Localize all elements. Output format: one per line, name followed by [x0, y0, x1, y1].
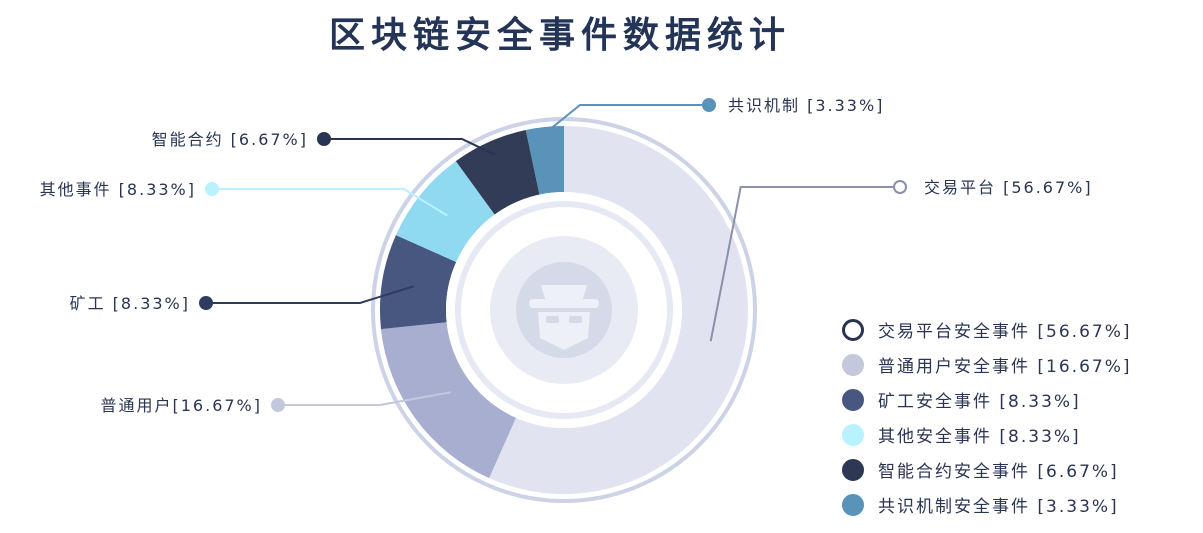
legend-item-6: 共识机制安全事件 [3.33%] [842, 487, 1197, 522]
legend-item-3: 矿工安全事件 [8.33%] [842, 382, 1197, 417]
chart-title: 区块链安全事件数据统计 [328, 15, 791, 56]
legend-item-4: 其他安全事件 [8.33%] [842, 417, 1197, 452]
legend: 交易平台安全事件 [56.67%] 普通用户安全事件 [16.67%] 矿工安全事件… [842, 312, 1197, 522]
legend-label: 其他安全事件 [8.33%] [878, 427, 1081, 447]
legend-label: 矿工安全事件 [8.33%] [878, 392, 1081, 412]
legend-swatch [842, 318, 864, 341]
legend-swatch [842, 423, 864, 446]
callout-dot-4 [205, 182, 219, 196]
legend-label: 交易平台安全事件 [56.67%] [878, 322, 1132, 342]
slice-2 [380, 322, 516, 479]
slice-6 [525, 126, 564, 195]
callout-dot-1 [893, 180, 907, 194]
slice-label-3: 矿工 [8.33%] [70, 294, 190, 313]
callout-line-4 [212, 188, 448, 217]
legend-item-1: 交易平台安全事件 [56.67%] [842, 312, 1197, 347]
slice-label-4: 其他事件 [8.33%] [40, 180, 196, 199]
slice-3 [380, 235, 457, 330]
legend-item-5: 智能合约安全事件 [6.67%] [842, 452, 1197, 487]
inner-ring [455, 201, 673, 419]
legend-label: 普通用户安全事件 [16.67%] [878, 357, 1132, 377]
hacker-icon [529, 285, 599, 350]
slice-label-6: 共识机制 [3.33%] [728, 96, 884, 115]
callout-dot-3 [199, 296, 213, 310]
donut-slices [380, 126, 748, 495]
legend-swatch [842, 353, 864, 376]
legend-swatch [842, 458, 864, 481]
callout-line-6 [544, 104, 709, 134]
legend-swatch [842, 388, 864, 411]
callout-line-5 [324, 138, 496, 156]
legend-label: 智能合约安全事件 [6.67%] [878, 462, 1119, 482]
slice-callouts: 交易平台 [56.67%] 普通用户[16.67%] 矿工 [8.33%] 其他事件 … [40, 96, 1093, 415]
callout-dot-6 [702, 98, 716, 112]
callout-line-1 [709, 186, 900, 342]
callout-dot-5 [317, 132, 331, 146]
legend-swatch [842, 493, 864, 516]
slice-1 [489, 126, 748, 495]
legend-label: 共识机制安全事件 [3.33%] [878, 497, 1119, 517]
slice-label-2: 普通用户[16.67%] [101, 396, 263, 415]
slice-5 [455, 130, 540, 215]
legend-item-2: 普通用户安全事件 [16.67%] [842, 347, 1197, 382]
slice-4 [395, 161, 495, 262]
slice-label-1: 交易平台 [56.67%] [924, 178, 1093, 197]
slice-label-5: 智能合约 [6.67%] [152, 130, 308, 149]
callout-dot-2 [271, 398, 285, 412]
callout-line-3 [206, 285, 415, 304]
callout-line-2 [278, 391, 451, 406]
